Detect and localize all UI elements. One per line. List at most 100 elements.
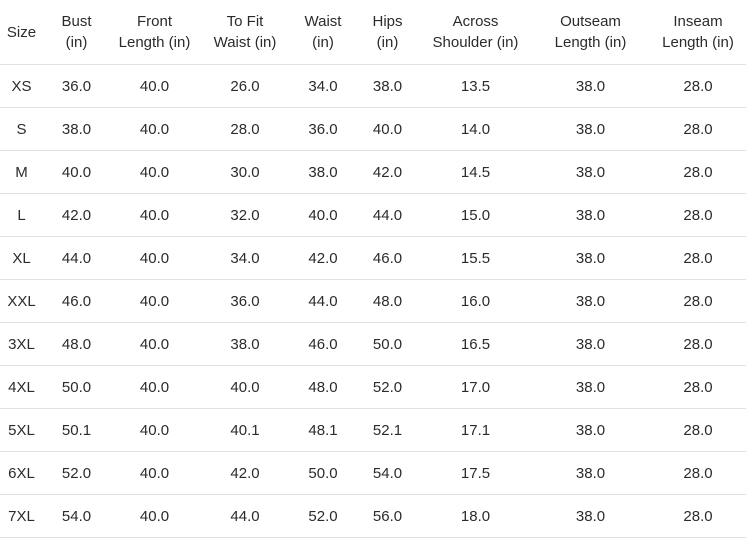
table-header: Size Bust (in) Front Length (in) To Fit Waist …	[0, 0, 746, 65]
column-header-across-shoulder-in: Across Shoulder (in)	[420, 0, 531, 65]
value-cell: 17.5	[420, 451, 531, 495]
table-row-s: S 38.0 40.0 28.0 36.0 40.0 14.0 38.0 28.0	[0, 107, 746, 151]
value-cell: 40.0	[199, 365, 291, 409]
value-cell: 40.0	[110, 150, 199, 194]
value-cell: 40.0	[110, 322, 199, 366]
column-header-bust-in: Bust (in)	[43, 0, 110, 65]
value-cell: 52.0	[355, 365, 420, 409]
value-cell: 38.0	[531, 408, 650, 452]
value-cell: 38.0	[531, 451, 650, 495]
value-cell: 48.0	[355, 279, 420, 323]
column-header-front-length-in: Front Length (in)	[110, 0, 199, 65]
value-cell: 36.0	[291, 107, 355, 151]
value-cell: 38.0	[291, 150, 355, 194]
table-body: XS 36.0 40.0 26.0 34.0 38.0 13.5 38.0 28.0 S 38.0 4…	[0, 64, 746, 538]
value-cell: 28.0	[650, 408, 746, 452]
value-cell: 28.0	[650, 150, 746, 194]
value-cell: 48.0	[291, 365, 355, 409]
value-cell: 40.0	[110, 451, 199, 495]
value-cell: 40.0	[355, 107, 420, 151]
column-header-to-fit-waist-in: To Fit Waist (in)	[199, 0, 291, 65]
size-cell: 4XL	[0, 365, 43, 409]
value-cell: 40.0	[110, 193, 199, 237]
value-cell: 28.0	[199, 107, 291, 151]
value-cell: 40.1	[199, 408, 291, 452]
size-cell: S	[0, 107, 43, 151]
value-cell: 13.5	[420, 64, 531, 108]
header-row: Size Bust (in) Front Length (in) To Fit Waist …	[0, 0, 746, 65]
value-cell: 38.0	[531, 193, 650, 237]
value-cell: 54.0	[43, 494, 110, 538]
size-cell: M	[0, 150, 43, 194]
size-cell: 7XL	[0, 494, 43, 538]
value-cell: 30.0	[199, 150, 291, 194]
value-cell: 34.0	[199, 236, 291, 280]
value-cell: 40.0	[110, 279, 199, 323]
value-cell: 40.0	[110, 64, 199, 108]
value-cell: 44.0	[291, 279, 355, 323]
value-cell: 38.0	[531, 494, 650, 538]
value-cell: 44.0	[355, 193, 420, 237]
value-cell: 28.0	[650, 64, 746, 108]
value-cell: 38.0	[531, 236, 650, 280]
value-cell: 36.0	[43, 64, 110, 108]
value-cell: 56.0	[355, 494, 420, 538]
value-cell: 40.0	[110, 365, 199, 409]
value-cell: 42.0	[355, 150, 420, 194]
value-cell: 38.0	[355, 64, 420, 108]
value-cell: 28.0	[650, 236, 746, 280]
column-header-hips-in: Hips (in)	[355, 0, 420, 65]
value-cell: 32.0	[199, 193, 291, 237]
value-cell: 40.0	[110, 236, 199, 280]
table-row-xxl: XXL 46.0 40.0 36.0 44.0 48.0 16.0 38.0 28.0	[0, 279, 746, 323]
value-cell: 38.0	[531, 64, 650, 108]
table-row-5xl: 5XL 50.1 40.0 40.1 48.1 52.1 17.1 38.0 28.0	[0, 408, 746, 452]
value-cell: 40.0	[291, 193, 355, 237]
value-cell: 48.0	[43, 322, 110, 366]
value-cell: 16.5	[420, 322, 531, 366]
value-cell: 38.0	[531, 279, 650, 323]
size-cell: L	[0, 193, 43, 237]
value-cell: 40.0	[110, 408, 199, 452]
value-cell: 46.0	[291, 322, 355, 366]
value-cell: 38.0	[531, 365, 650, 409]
value-cell: 38.0	[531, 322, 650, 366]
value-cell: 52.0	[291, 494, 355, 538]
value-cell: 38.0	[531, 107, 650, 151]
table-row-6xl: 6XL 52.0 40.0 42.0 50.0 54.0 17.5 38.0 28.0	[0, 451, 746, 495]
table-row-xs: XS 36.0 40.0 26.0 34.0 38.0 13.5 38.0 28.0	[0, 64, 746, 108]
column-header-waist-in: Waist (in)	[291, 0, 355, 65]
value-cell: 38.0	[43, 107, 110, 151]
value-cell: 15.5	[420, 236, 531, 280]
value-cell: 52.1	[355, 408, 420, 452]
value-cell: 28.0	[650, 279, 746, 323]
value-cell: 17.0	[420, 365, 531, 409]
column-header-outseam-length-in: Outseam Length (in)	[531, 0, 650, 65]
value-cell: 38.0	[199, 322, 291, 366]
value-cell: 42.0	[291, 236, 355, 280]
table-row-l: L 42.0 40.0 32.0 40.0 44.0 15.0 38.0 28.0	[0, 193, 746, 237]
size-cell: XXL	[0, 279, 43, 323]
value-cell: 28.0	[650, 322, 746, 366]
size-cell: 6XL	[0, 451, 43, 495]
value-cell: 44.0	[199, 494, 291, 538]
table-row-xl: XL 44.0 40.0 34.0 42.0 46.0 15.5 38.0 28.0	[0, 236, 746, 280]
value-cell: 42.0	[199, 451, 291, 495]
table-row-3xl: 3XL 48.0 40.0 38.0 46.0 50.0 16.5 38.0 28.0	[0, 322, 746, 366]
value-cell: 46.0	[43, 279, 110, 323]
table-row-4xl: 4XL 50.0 40.0 40.0 48.0 52.0 17.0 38.0 28.0	[0, 365, 746, 409]
value-cell: 14.0	[420, 107, 531, 151]
value-cell: 38.0	[531, 150, 650, 194]
value-cell: 28.0	[650, 107, 746, 151]
size-cell: XS	[0, 64, 43, 108]
value-cell: 14.5	[420, 150, 531, 194]
value-cell: 48.1	[291, 408, 355, 452]
value-cell: 26.0	[199, 64, 291, 108]
value-cell: 40.0	[110, 107, 199, 151]
value-cell: 40.0	[43, 150, 110, 194]
value-cell: 52.0	[43, 451, 110, 495]
column-header-inseam-length-in: Inseam Length (in)	[650, 0, 746, 65]
value-cell: 46.0	[355, 236, 420, 280]
value-cell: 17.1	[420, 408, 531, 452]
value-cell: 28.0	[650, 365, 746, 409]
